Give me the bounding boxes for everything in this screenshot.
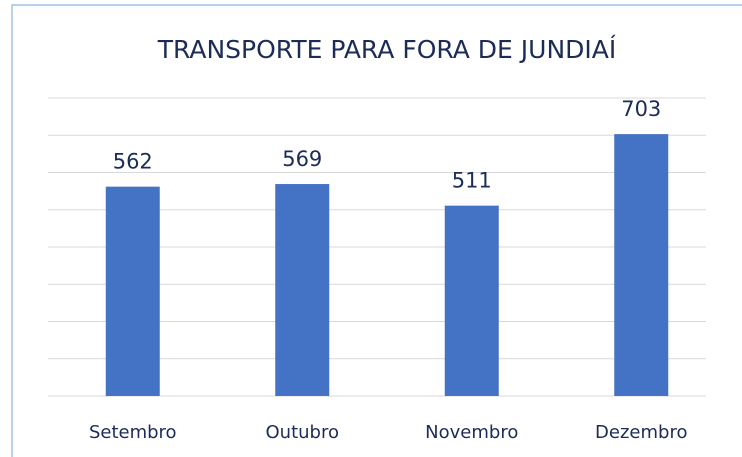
bar (614, 134, 669, 396)
chart-title: TRANSPORTE PARA FORA DE JUNDIAÍ (157, 35, 617, 64)
x-tick-label: Setembro (89, 422, 177, 443)
bar (444, 205, 499, 396)
x-tick-label: Novembro (425, 422, 518, 443)
value-label: 569 (282, 147, 322, 171)
value-label: 562 (113, 150, 153, 174)
bar (105, 186, 160, 396)
value-label: 511 (452, 169, 492, 193)
x-tick-label: Dezembro (595, 422, 687, 443)
bar (275, 184, 330, 396)
x-tick-label: Outubro (266, 422, 340, 443)
chart-frame (11, 4, 742, 457)
value-label: 703 (621, 97, 661, 121)
